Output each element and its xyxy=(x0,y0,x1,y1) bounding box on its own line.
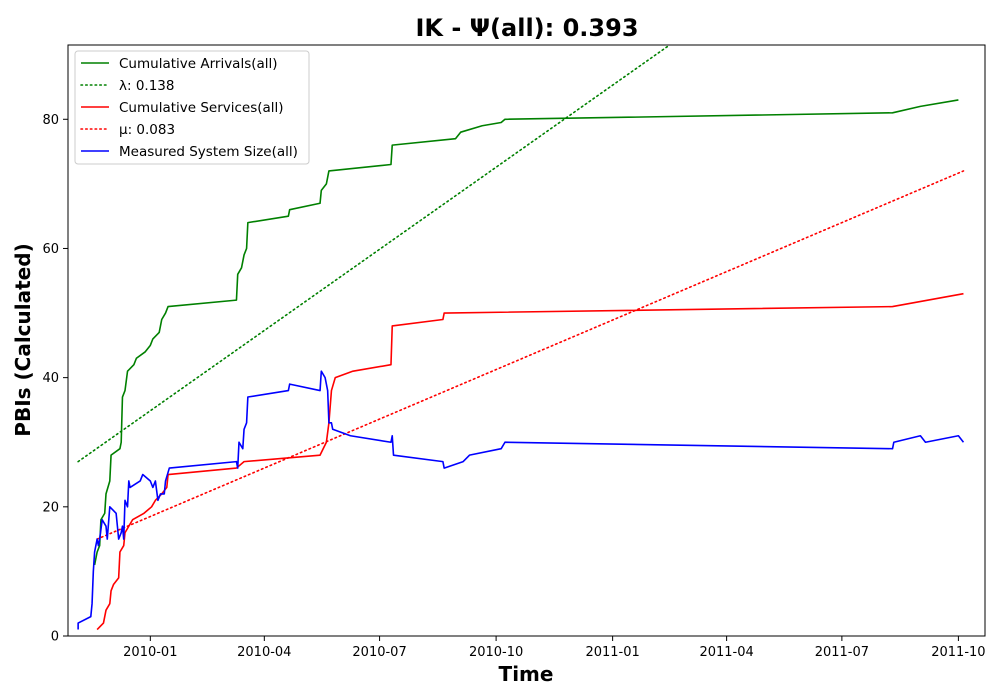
x-axis-title: Time xyxy=(499,662,554,686)
x-tick-label: 2011-10 xyxy=(931,645,985,660)
plot-frame xyxy=(67,44,986,637)
legend-label: Cumulative Services(all) xyxy=(119,100,284,116)
y-tick-label: 40 xyxy=(42,371,59,386)
x-tick-label: 2010-04 xyxy=(237,645,291,660)
legend-label: λ: 0.138 xyxy=(119,78,174,94)
x-tick-label: 2011-04 xyxy=(699,645,753,660)
series-line-1 xyxy=(93,99,959,566)
y-tick-label: 0 xyxy=(51,630,59,645)
y-axis-title: PBIs (Calculated) xyxy=(11,243,35,436)
y-tick-label: 80 xyxy=(42,113,59,128)
legend-box xyxy=(74,50,310,165)
x-tick-label: 2010-07 xyxy=(352,645,406,660)
series-line-4 xyxy=(96,170,965,540)
legend: Cumulative Arrivals(all) λ: 0.138 Cumulati… xyxy=(74,50,310,165)
legend-label: Measured System Size(all) xyxy=(119,144,298,160)
legend-label: Cumulative Arrivals(all) xyxy=(119,56,278,72)
x-tick-label: 2010-10 xyxy=(469,645,523,660)
series-layer xyxy=(77,45,965,631)
series-line-5 xyxy=(77,370,965,630)
y-axis: 0 20 40 60 80 xyxy=(42,113,68,645)
y-tick-label: 60 xyxy=(42,242,59,257)
x-axis: 2010-01 2010-04 2010-07 2010-10 2011-01 2011-… xyxy=(123,636,986,660)
x-tick-label: 2010-01 xyxy=(123,645,177,660)
y-tick-label: 20 xyxy=(42,500,59,515)
legend-label: μ: 0.083 xyxy=(119,122,175,138)
x-tick-label: 2011-07 xyxy=(815,645,869,660)
chart-title: IK - Ψ(all): 0.393 xyxy=(415,14,638,42)
series-line-2 xyxy=(77,45,671,463)
x-tick-label: 2011-01 xyxy=(585,645,639,660)
